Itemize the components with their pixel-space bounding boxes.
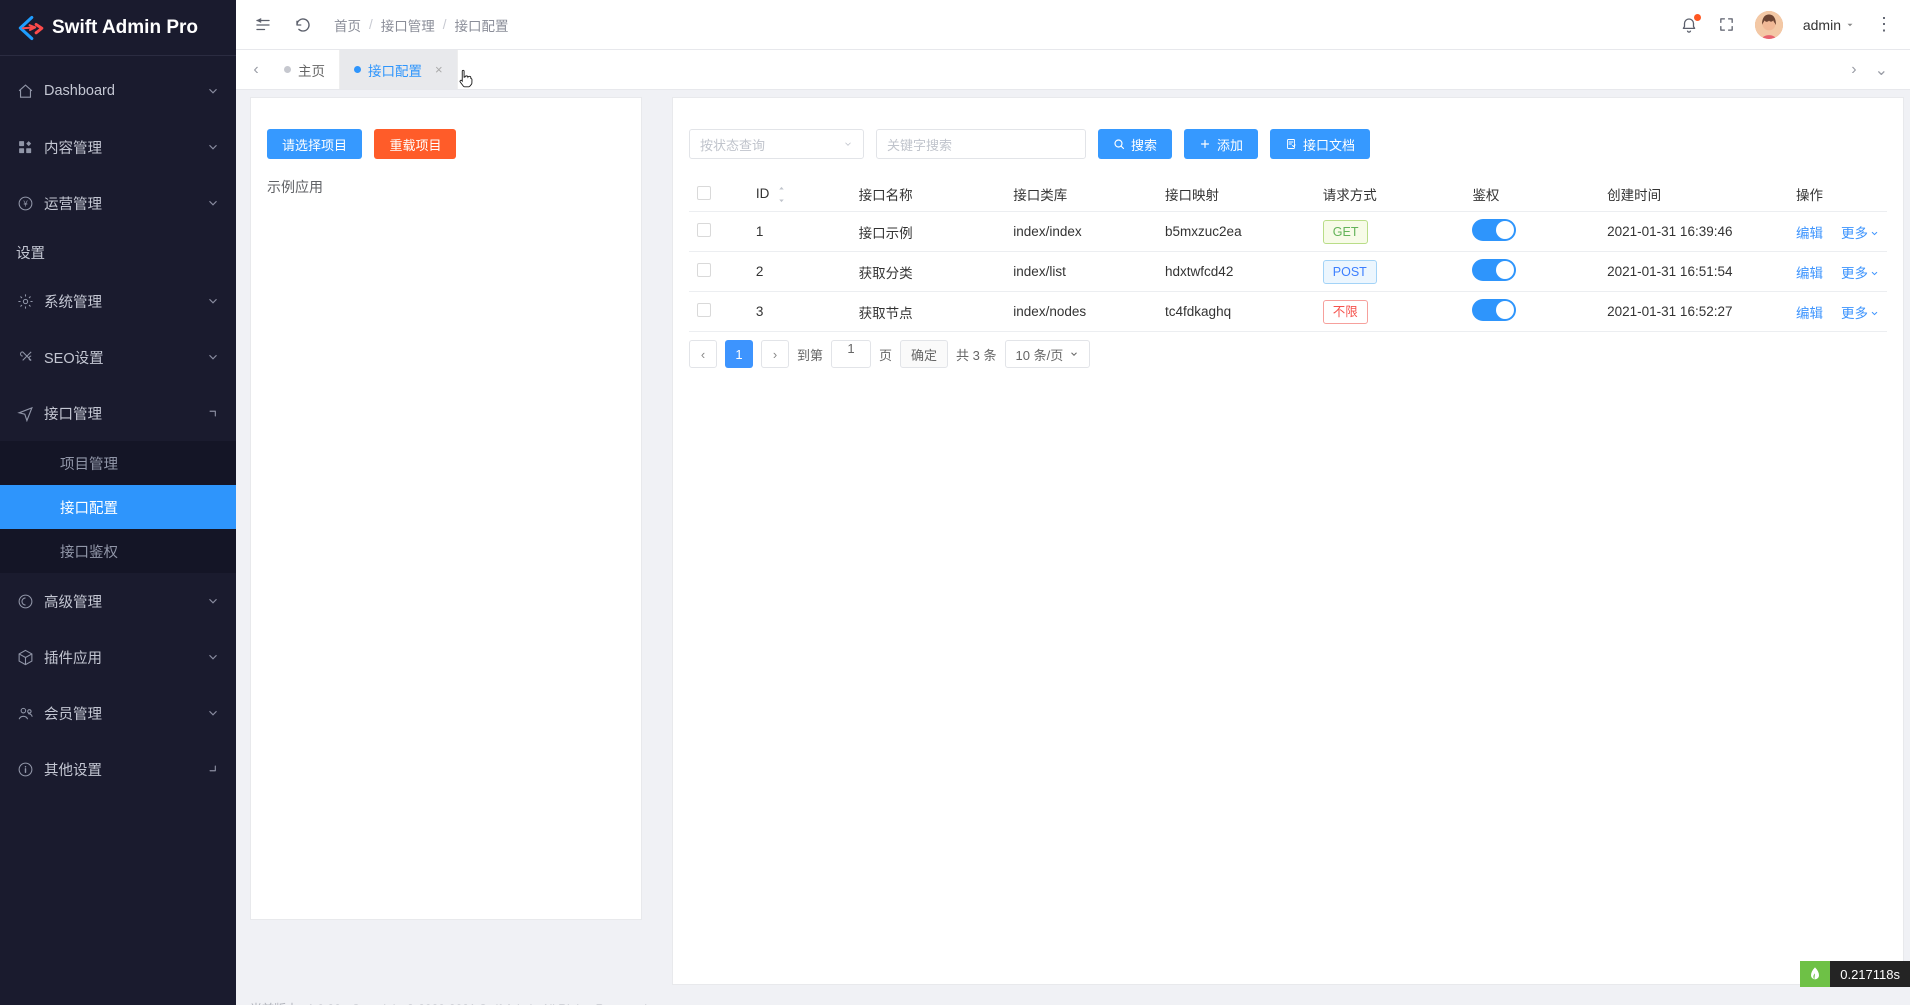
svg-text:¥: ¥ — [23, 199, 28, 208]
